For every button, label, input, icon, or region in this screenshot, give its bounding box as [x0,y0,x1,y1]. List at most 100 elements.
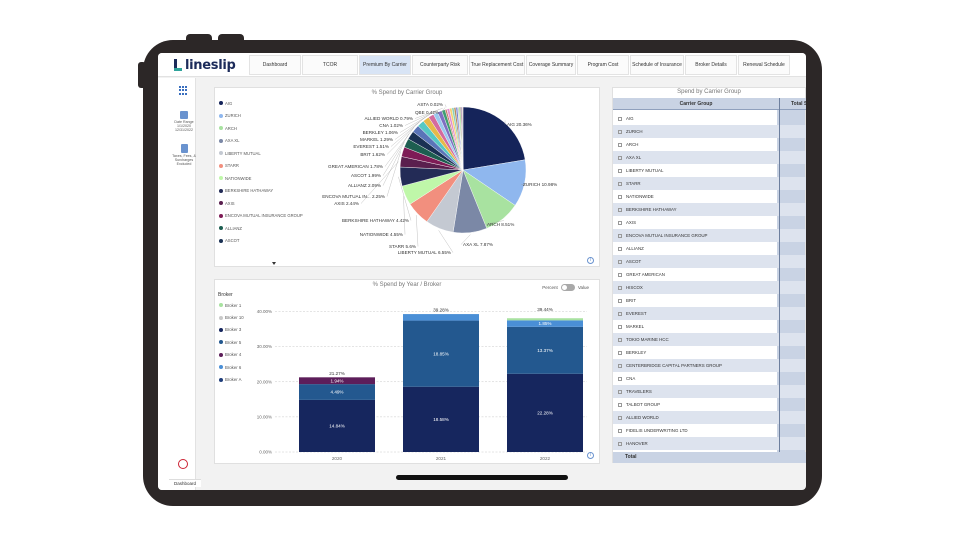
table-row[interactable]: AXA XL [613,151,806,164]
table-row[interactable]: AXIS [613,216,806,229]
expand-icon[interactable] [618,298,622,303]
expand-icon[interactable] [618,415,622,420]
table-row[interactable]: CENTERBRIDGE CAPITAL PARTNERS GROUP [613,359,806,372]
expand-icon[interactable] [618,142,622,147]
tab-broker-details[interactable]: Broker Details [685,55,737,75]
expand-icon[interactable] [618,285,622,290]
pie-legend-item[interactable]: ARCH [219,122,303,135]
table-row[interactable]: ALLIED WORLD [613,411,806,424]
table-row[interactable]: HISCOX [613,281,806,294]
pie-legend-item[interactable]: ENCOVA MUTUAL INSURANCE GROUP [219,210,303,223]
pie-legend-item[interactable]: BERKSHIRE HATHAWAY [219,185,303,198]
table-row[interactable]: BRIT [613,294,806,307]
tab-true-replacement-cost[interactable]: True Replacement Cost [469,55,525,75]
expand-icon[interactable] [618,324,622,329]
expand-icon[interactable] [618,207,622,212]
broker-legend-item[interactable]: Broker 3 [219,324,244,336]
expand-icon[interactable] [618,129,622,134]
table-row[interactable]: ARCH [613,138,806,151]
table-row[interactable]: TOKIO MARINE HCC [613,333,806,346]
table-row[interactable]: TRAVELERS [613,385,806,398]
expand-icon[interactable] [618,428,622,433]
expand-icon[interactable] [618,233,622,238]
tab-renewal-schedule[interactable]: Renewal Schedule [738,55,790,75]
pie-legend-item[interactable]: ALLIANZ [219,222,303,235]
table-row[interactable]: NATIONWIDE [613,190,806,203]
table-row[interactable]: STARR [613,177,806,190]
info-icon[interactable]: i [587,257,594,264]
expand-icon[interactable] [618,389,622,394]
broker-legend-item[interactable]: Broker 6 [219,361,244,373]
table-row[interactable]: ZURICH [613,125,806,138]
broker-legend-item[interactable]: Broker 10 [219,311,244,323]
tab-program-cost[interactable]: Program Cost [577,55,629,75]
pie-legend-item[interactable]: AXIS [219,197,303,210]
legend-dot [219,327,223,332]
pie-legend-item[interactable]: AIG [219,97,303,110]
expand-icon[interactable] [618,311,622,316]
percent-value-toggle[interactable]: Percent Value [542,284,589,291]
apps-grid-icon[interactable] [179,86,188,95]
table-row[interactable]: EVEREST [613,307,806,320]
lineslip-logo[interactable]: lineslip [174,57,236,73]
carrier-name: ENCOVA MUTUAL INSURANCE GROUP [626,233,708,238]
expand-icon[interactable] [618,441,622,446]
expand-icon[interactable] [618,116,622,121]
expand-icon[interactable] [618,155,622,160]
pie-legend-item[interactable]: ZURICH [219,110,303,123]
expand-icon[interactable] [618,350,622,355]
broker-legend-item[interactable]: Broker 5 [219,336,244,348]
legend-label: ALLIANZ [225,225,242,231]
expand-icon[interactable] [618,337,622,342]
pie-leader-line [484,220,504,225]
table-row[interactable]: BERKSHIRE HATHAWAY [613,203,806,216]
taxes-fees-filter[interactable]: Taxes, Fees, & Surcharges Excluded [165,144,203,167]
col-carrier-group[interactable]: Carrier Group [679,101,713,107]
info-icon-bar[interactable]: i [587,452,594,459]
date-range-filter[interactable]: Date Range 1/1/2020 12/31/2022 [165,111,203,133]
table-row[interactable]: FIDELIS UNDERWRITING LTD [613,424,806,437]
table-row[interactable]: CNA [613,372,806,385]
table-row[interactable]: ALLIANZ [613,242,806,255]
page-tab-dashboard[interactable]: Dashboard [169,479,202,487]
table-row[interactable]: HANOVER [613,437,806,450]
tab-tcor[interactable]: TCOR [302,55,358,75]
tab-counterparty-risk[interactable]: Counterparty Risk [412,55,468,75]
col-total[interactable]: Total S [791,101,806,107]
expand-icon[interactable] [618,259,622,264]
table-row[interactable]: MARKEL [613,320,806,333]
broker-legend-item[interactable]: Broker 1 [219,299,244,311]
table-row[interactable]: BERKLEY [613,346,806,359]
table-row[interactable]: GREAT AMERICAN [613,268,806,281]
table-row[interactable]: LIBERTY MUTUAL [613,164,806,177]
pie-slice-label: ZURICH 10.98% [523,182,557,187]
bar-segment-label: 4.49% [330,390,343,395]
expand-icon[interactable] [618,402,622,407]
tab-dashboard[interactable]: Dashboard [249,55,301,75]
tab-schedule-of-insurance[interactable]: Schedule of Insurance [630,55,684,75]
toggle-switch[interactable] [560,284,575,291]
stacked-bar-chart: 0.00% 10.00% 20.00% 30.00% 40.00% 14.84% 4.49%… [257,307,587,461]
pie-legend-item[interactable]: AXA XL [219,135,303,148]
expand-icon[interactable] [618,168,622,173]
table-row[interactable]: AIG [613,112,806,125]
expand-icon[interactable] [618,363,622,368]
expand-icon[interactable] [618,376,622,381]
expand-icon[interactable] [618,181,622,186]
pie-legend-item[interactable]: ASCOT [219,235,303,248]
expand-icon[interactable] [618,272,622,277]
pie-legend-item[interactable]: LIBERTY MUTUAL [219,147,303,160]
expand-icon[interactable] [618,246,622,251]
expand-icon[interactable] [618,194,622,199]
tab-coverage-summary[interactable]: Coverage Summary [526,55,576,75]
expand-icon[interactable] [618,220,622,225]
table-row[interactable]: ENCOVA MUTUAL INSURANCE GROUP [613,229,806,242]
table-row[interactable]: ASCOT [613,255,806,268]
tab-premium-by-carrier[interactable]: Premium By Carrier [359,55,411,75]
legend-scroll-down-icon[interactable] [272,262,276,265]
table-row[interactable]: TALBOT GROUP [613,398,806,411]
broker-legend-item[interactable]: Broker A [219,373,244,385]
pie-legend-item[interactable]: STARR [219,160,303,173]
broker-legend-item[interactable]: Broker 4 [219,349,244,361]
pie-legend-item[interactable]: NATIONWIDE [219,172,303,185]
